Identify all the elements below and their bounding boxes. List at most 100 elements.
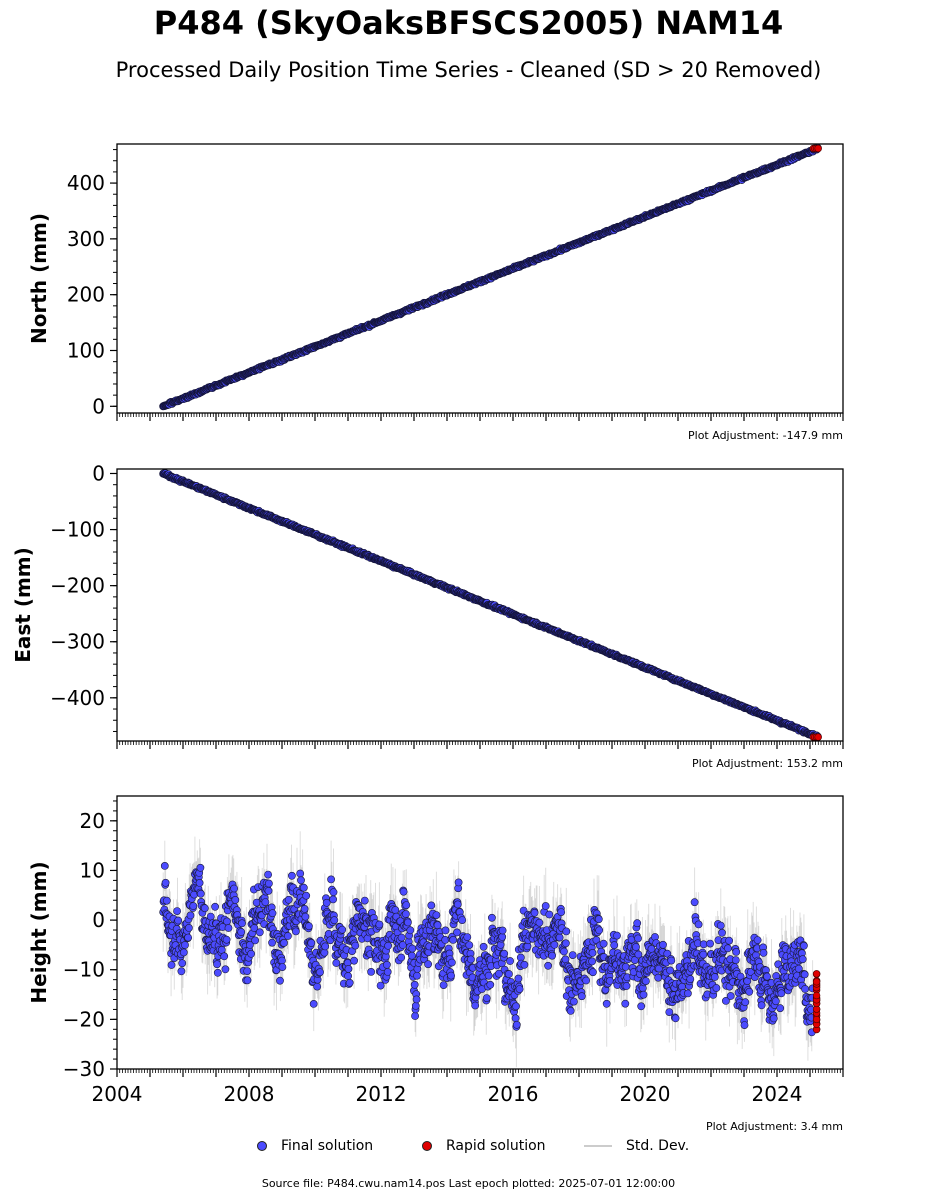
east-axis-label: East (mm) [11, 547, 35, 663]
final-solution-point [231, 896, 240, 904]
final-solution-point [622, 982, 631, 990]
final-solution-point [690, 898, 699, 907]
final-solution-point [512, 1002, 520, 1011]
final-solution-point [184, 933, 192, 942]
final-solution-point [411, 1012, 419, 1020]
final-solution-point [500, 949, 509, 958]
final-solution-point [398, 941, 407, 949]
final-solution-point [413, 971, 421, 980]
final-solution-point [224, 924, 233, 932]
final-solution-point [360, 896, 369, 905]
final-solution-point [402, 901, 411, 909]
y-tick-label: 400 [67, 171, 105, 195]
final-solution-point [179, 948, 188, 957]
panel-north: 0 100 200 300 400 North (mm) Plot Adjustment: … [27, 143, 844, 442]
final-solution-point [424, 960, 432, 969]
final-solution-point [222, 935, 231, 944]
y-tick-label: −300 [50, 630, 105, 654]
final-solution-point [304, 922, 313, 931]
final-solution-point [511, 1014, 520, 1023]
final-solution-point [283, 932, 292, 940]
final-solution-point [610, 941, 619, 950]
final-solution-point [161, 878, 170, 887]
final-solution-point [606, 977, 614, 985]
final-solution-point [613, 931, 621, 940]
final-solution-point [276, 976, 284, 985]
final-solution-point [514, 974, 523, 983]
final-solution-point [291, 927, 300, 936]
final-solution-point [486, 980, 495, 989]
final-solution-points [159, 469, 822, 741]
final-solution-point [338, 925, 347, 934]
final-solution-point [463, 933, 472, 941]
final-solution-point [466, 955, 475, 964]
rapid-solution-points [809, 144, 822, 153]
final-solution-point [411, 1002, 420, 1010]
final-solution-point [634, 934, 642, 943]
final-solution-point [520, 960, 529, 969]
final-solution-point [453, 900, 462, 909]
final-solution-point [264, 887, 273, 895]
final-solution-point [589, 968, 597, 977]
final-solution-point [588, 949, 597, 957]
final-solution-point [647, 945, 656, 953]
final-solution-point [391, 906, 400, 914]
final-solution-point [544, 961, 552, 970]
final-solution-point [196, 889, 205, 898]
final-solution-points [159, 862, 817, 1037]
final-solution-point [568, 951, 577, 959]
final-solution-point [406, 926, 415, 935]
final-solution-point [287, 871, 296, 880]
final-solution-point [399, 887, 408, 896]
final-solution-point [562, 939, 570, 948]
final-solution-point [663, 949, 672, 958]
final-solution-point [313, 982, 322, 991]
final-solution-point [498, 926, 507, 935]
final-solution-point [630, 956, 639, 964]
final-solution-point [432, 911, 441, 919]
y-tick-label: 200 [67, 283, 105, 307]
final-solution-point [555, 933, 564, 942]
final-solution-point [577, 992, 586, 1001]
final-solution-point [167, 961, 176, 969]
final-solution-point [545, 910, 554, 919]
final-solution-point [482, 994, 491, 1002]
final-solution-point [671, 1014, 680, 1023]
rapid-solution-point [814, 733, 822, 741]
rapid-solution-points [809, 733, 822, 741]
final-solution-point [441, 926, 450, 935]
page-title: P484 (SkyOaksBFSCS2005) NAM14 [153, 4, 784, 42]
final-solution-point [195, 879, 204, 887]
final-solution-point [384, 941, 392, 950]
final-solution-point [316, 968, 324, 977]
final-solution-point [634, 950, 643, 959]
final-solution-point [297, 876, 305, 885]
final-solution-point [382, 960, 391, 969]
final-solution-point [594, 915, 603, 924]
final-solution-point [329, 895, 337, 904]
final-solution-point [562, 927, 571, 936]
final-solution-point [278, 956, 286, 965]
final-solution-point [427, 901, 436, 910]
final-solution-point [344, 965, 353, 973]
final-solution-point [327, 875, 335, 884]
height-plot-area [159, 831, 821, 1068]
final-solution-point [639, 990, 648, 999]
final-solution-point [322, 898, 331, 907]
final-solution-point [515, 985, 524, 993]
final-solution-point [299, 883, 308, 892]
final-solution-point [484, 971, 493, 980]
final-solution-point [230, 884, 238, 893]
final-solution-point [666, 966, 674, 975]
final-solution-point [570, 997, 578, 1006]
final-solution-point [686, 975, 695, 983]
final-solution-point [238, 919, 246, 928]
final-solution-point [487, 913, 496, 922]
final-solution-point [541, 902, 550, 910]
final-solution-point [160, 862, 169, 870]
y-tick-label: −200 [50, 574, 105, 598]
final-solution-point [447, 958, 456, 967]
final-solution-point [458, 916, 467, 924]
final-solution-point [506, 957, 514, 965]
